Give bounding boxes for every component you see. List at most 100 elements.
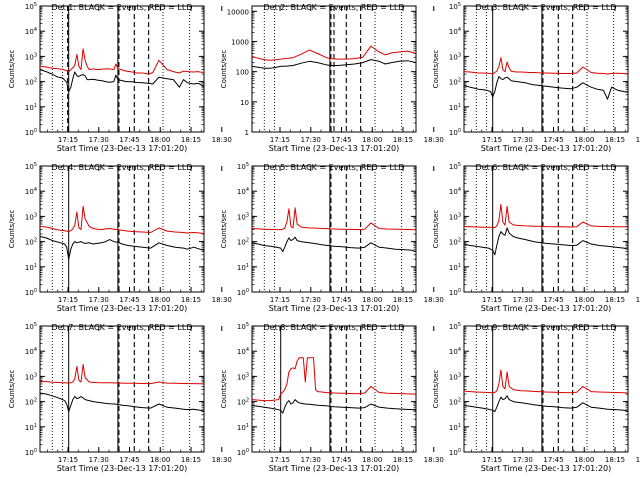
panel-title: Det 7: BLACK = Events, RED = LLD [52,323,193,332]
x-tick-label: 18:00 [574,296,594,304]
x-tick-label: 17:15 [482,456,502,464]
detector-panel-8: Det 8: BLACK = Events, RED = LLD 100 101 10… [220,322,444,473]
x-axis-label: Start Time (23-Dec-13 17:01:20) [481,464,612,473]
y-tick-label: 101 [449,263,461,272]
x-axis-label: Start Time (23-Dec-13 17:01:20) [57,144,188,153]
x-axis-label: Start Time (23-Dec-13 17:01:20) [269,464,400,473]
y-tick-label: 101 [237,423,249,432]
y-axis-label: Counts/sec [432,370,440,409]
detector-panel-7: Det 7: BLACK = Events, RED = LLD 100 101 10… [8,322,232,473]
x-tick-label: 17:15 [58,296,78,304]
y-tick-label: 102 [25,78,37,87]
y-tick-label: 105 [237,162,249,171]
x-tick-label: 17:45 [331,136,351,144]
y-tick-label: 100 [25,128,37,137]
marker-lines [51,326,191,452]
lld-series-line [40,205,204,234]
y-tick-label: 104 [237,347,249,356]
y-tick-label: 101 [25,263,37,272]
y-tick-label: 103 [25,212,37,221]
x-tick-label: 18:00 [362,456,382,464]
y-tick-label: 104 [449,187,461,196]
x-tick-label: 18:00 [362,136,382,144]
y-tick-label: 100 [237,288,249,297]
y-tick-label: 102 [25,238,37,247]
detector-panel-3: Det 3: BLACK = Events, RED = LLD 100 101 10… [432,2,640,153]
series-group [40,205,204,260]
x-tick-label: 17:30 [301,296,321,304]
y-tick-label: 101 [25,423,37,432]
panel-title: Det 6: BLACK = Events, RED = LLD [476,163,617,172]
x-tick-label: 17:45 [331,296,351,304]
plot-frame [463,165,629,293]
x-tick-label: 18:30 [424,456,444,464]
x-axis-label: Start Time (23-Dec-13 17:01:20) [57,304,188,313]
x-tick-label: 17:45 [119,136,139,144]
x-tick-label: 18:15 [393,296,413,304]
x-tick-label: 17:30 [513,296,533,304]
y-tick-label: 103 [237,372,249,381]
plot-frame [39,5,205,133]
y-axis-label: Counts/sec [220,210,228,249]
x-tick-label: 17:15 [482,136,502,144]
x-tick-label: 18:00 [362,296,382,304]
panel-title: Det 3: BLACK = Events, RED = LLD [476,3,617,12]
plot-frame [251,325,417,453]
y-axis-label: Counts/sec [8,50,16,89]
panel-title: Det 1: BLACK = Events, RED = LLD [52,3,193,12]
x-tick-label: 18:15 [605,296,625,304]
marker-lines [51,166,191,292]
marker-lines [475,166,615,292]
y-tick-label: 103 [449,372,461,381]
series-group [252,207,416,253]
marker-lines [263,326,403,452]
y-tick-label: 100 [449,448,461,457]
y-tick-label: 10 [240,99,249,107]
y-tick-label: 102 [449,78,461,87]
y-axis-label: Counts/sec [8,370,16,409]
x-axis-label: Start Time (23-Dec-13 17:01:20) [269,304,400,313]
detector-panel-5: Det 5: BLACK = Events, RED = LLD 100 101 10… [220,162,444,313]
lld-series-line [464,369,628,394]
y-tick-label: 104 [25,27,37,36]
lld-series-line [464,203,628,229]
y-tick-label: 105 [449,162,461,171]
y-tick-label: 101 [449,103,461,112]
x-tick-label: 18:30 [212,456,232,464]
y-tick-label: 104 [25,187,37,196]
series-group [464,57,628,100]
y-tick-label: 104 [25,347,37,356]
x-tick-label: 18:00 [150,456,170,464]
x-tick-label: 18:00 [574,456,594,464]
marker-lines [475,6,615,132]
y-tick-label: 100 [237,448,249,457]
x-axis-label: Start Time (23-Dec-13 17:01:20) [269,144,400,153]
y-axis-label: Counts/sec [220,50,228,89]
x-tick-label: 17:30 [513,456,533,464]
y-tick-label: 100 [449,288,461,297]
y-tick-label: 102 [449,238,461,247]
y-tick-label: 104 [237,187,249,196]
y-tick-label: 104 [449,347,461,356]
lld-series-line [40,363,204,385]
x-tick-label: 17:30 [89,136,109,144]
panel-title: Det 4: BLACK = Events, RED = LLD [52,163,193,172]
y-tick-label: 100 [449,128,461,137]
events-series-line [40,69,204,93]
x-tick-label: 17:45 [543,456,563,464]
x-tick-label: 17:15 [270,136,290,144]
x-tick-label: 17:30 [513,136,533,144]
plot-frame [39,325,205,453]
y-tick-label: 104 [449,27,461,36]
plot-frame [463,5,629,133]
x-tick-label: 18:30 [212,296,232,304]
events-series-line [252,399,416,414]
y-axis-label: Counts/sec [432,50,440,89]
events-series-line [40,392,204,413]
y-tick-label: 102 [237,398,249,407]
x-axis-label: Start Time (23-Dec-13 17:01:20) [481,144,612,153]
x-tick-label: 18:00 [574,136,594,144]
marker-lines [475,326,615,452]
x-tick-label: 18:00 [150,136,170,144]
